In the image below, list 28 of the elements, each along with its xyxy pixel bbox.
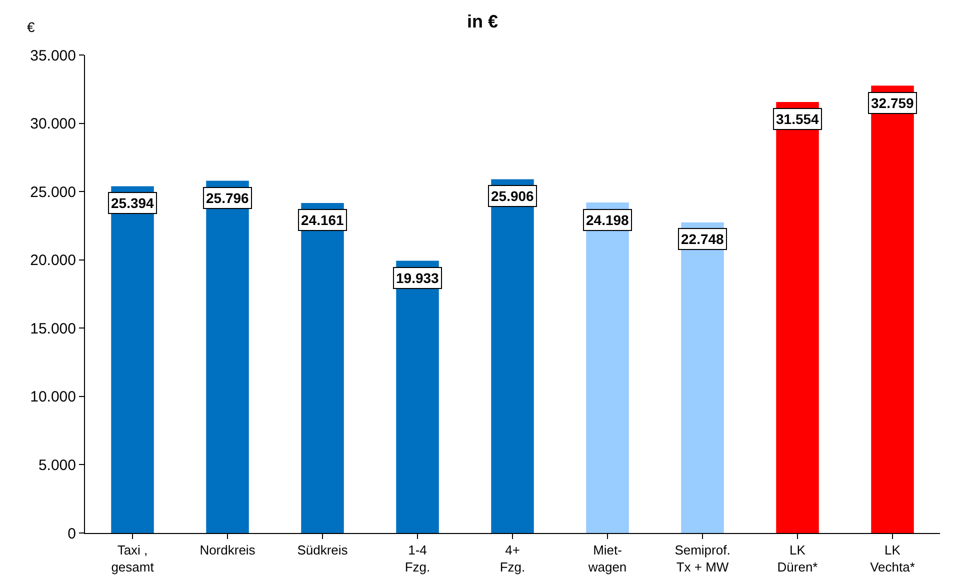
data-label: 19.933 — [396, 270, 440, 286]
y-tick-label: 0 — [68, 525, 76, 542]
y-tick-label: 5.000 — [38, 456, 76, 474]
y-tick-label: 10.000 — [30, 388, 76, 406]
data-label: 32.759 — [871, 95, 914, 111]
data-label: 22.748 — [681, 231, 724, 247]
x-tick-label: LK Vechta* — [870, 542, 915, 574]
x-tick-label: Semiprof. Tx + MW — [674, 542, 730, 574]
x-tick-label: 1-4 Fzg. — [404, 542, 430, 574]
data-label: 25.906 — [491, 188, 534, 204]
x-tick-label: Taxi , gesamt — [111, 542, 154, 574]
y-tick-label: 20.000 — [30, 252, 76, 270]
x-tick-label: Nordkreis — [200, 542, 256, 558]
y-tick-label: 25.000 — [30, 184, 76, 201]
y-tick-label: 15.000 — [30, 320, 76, 338]
x-tick-label: Südkreis — [297, 542, 348, 558]
data-label: 25.394 — [111, 195, 154, 211]
data-label: 24.161 — [301, 212, 344, 228]
data-label: 24.198 — [586, 212, 630, 228]
x-tick-label: Miet- wagen — [587, 542, 627, 574]
data-label: 31.554 — [776, 111, 820, 127]
y-tick-label: 30.000 — [30, 116, 76, 133]
y-tick-label: 35.000 — [30, 47, 76, 64]
x-tick-label: 4+ Fzg. — [500, 542, 526, 574]
data-label: 25.796 — [206, 190, 250, 206]
chart-title: in € — [466, 11, 498, 32]
x-tick-label: LK Düren* — [777, 542, 818, 574]
y-axis-title: € — [27, 19, 35, 35]
